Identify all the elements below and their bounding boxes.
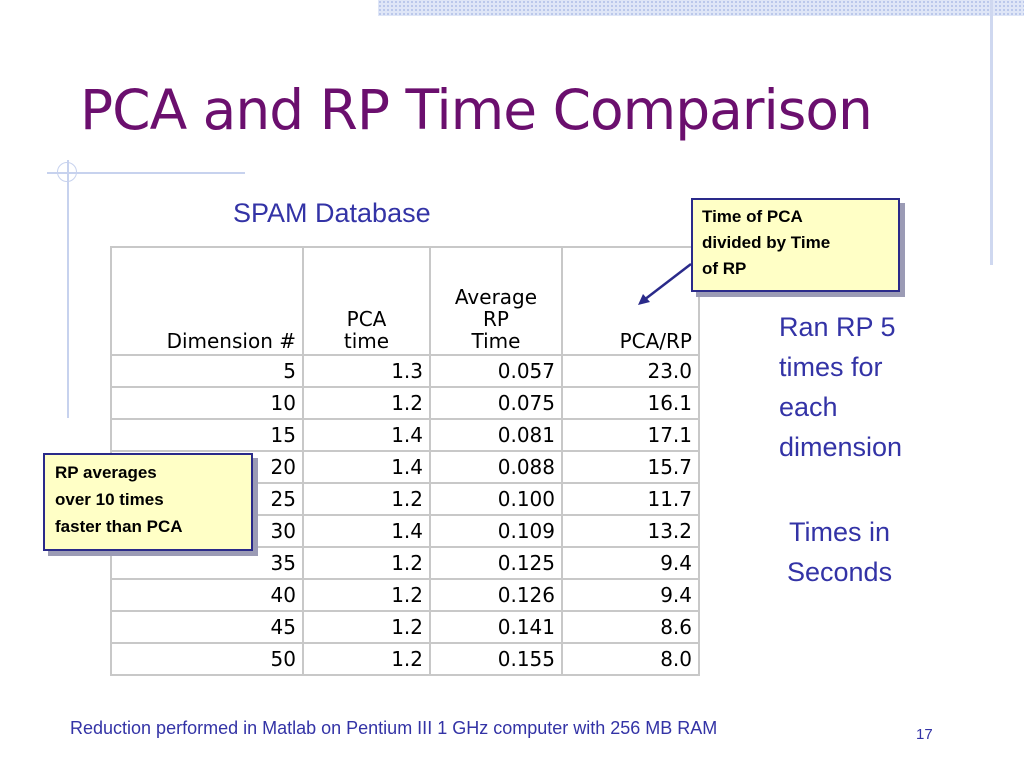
cell-pca-time: 1.4 [302, 450, 431, 484]
cell-pca-rp-ratio: 15.7 [561, 450, 700, 484]
cell-dimension: 45 [110, 610, 304, 644]
header-dimension: Dimension # [110, 246, 304, 356]
callout-pca-ratio: Time of PCA divided by Time of RP [691, 198, 900, 292]
cell-avg-rp-time: 0.100 [429, 482, 563, 516]
header-average-rp-time: Average RP Time [429, 246, 563, 356]
decorative-top-band [378, 0, 1024, 16]
slide-title: PCA and RP Time Comparison [80, 78, 873, 142]
cell-pca-time: 1.2 [302, 642, 431, 676]
cell-pca-time: 1.2 [302, 386, 431, 420]
cell-pca-rp-ratio: 23.0 [561, 354, 700, 388]
cell-dimension: 15 [110, 418, 304, 452]
decorative-left-vertical-line [67, 160, 69, 418]
cell-pca-time: 1.2 [302, 610, 431, 644]
table-body: 5 1.3 0.057 23.0 10 1.2 0.075 16.1 15 1.4 0.081 17.… [110, 354, 700, 676]
cell-pca-rp-ratio: 16.1 [561, 386, 700, 420]
decorative-right-line [990, 0, 993, 265]
cell-dimension: 5 [110, 354, 304, 388]
table-row: 5 1.3 0.057 23.0 [110, 354, 700, 388]
cell-dimension: 40 [110, 578, 304, 612]
cell-dimension: 10 [110, 386, 304, 420]
footer-note: Reduction performed in Matlab on Pentium… [70, 718, 718, 738]
table-row: 35 1.2 0.125 9.4 [110, 546, 700, 580]
note-time-units: Times in Seconds [787, 517, 893, 587]
cell-pca-time: 1.4 [302, 514, 431, 548]
cell-avg-rp-time: 0.141 [429, 610, 563, 644]
time-comparison-table: Dimension # PCA time Average RP Time PCA… [110, 246, 700, 676]
cell-pca-rp-ratio: 9.4 [561, 578, 700, 612]
cell-avg-rp-time: 0.125 [429, 546, 563, 580]
cell-avg-rp-time: 0.155 [429, 642, 563, 676]
cell-dimension: 50 [110, 642, 304, 676]
cell-pca-rp-ratio: 8.6 [561, 610, 700, 644]
table-row: 20 1.4 0.088 15.7 [110, 450, 700, 484]
cell-pca-rp-ratio: 17.1 [561, 418, 700, 452]
cell-pca-time: 1.2 [302, 546, 431, 580]
header-pca-rp-ratio: PCA/RP [561, 246, 700, 356]
cell-pca-rp-ratio: 8.0 [561, 642, 700, 676]
cell-pca-rp-ratio: 13.2 [561, 514, 700, 548]
page-number: 17 [916, 726, 933, 743]
table-row: 40 1.2 0.126 9.4 [110, 578, 700, 612]
cell-avg-rp-time: 0.057 [429, 354, 563, 388]
table-subtitle: SPAM Database [233, 198, 431, 228]
cell-avg-rp-time: 0.109 [429, 514, 563, 548]
header-pca-time: PCA time [302, 246, 431, 356]
cell-avg-rp-time: 0.075 [429, 386, 563, 420]
cell-avg-rp-time: 0.126 [429, 578, 563, 612]
cell-avg-rp-time: 0.081 [429, 418, 563, 452]
cell-pca-time: 1.2 [302, 578, 431, 612]
cell-avg-rp-time: 0.088 [429, 450, 563, 484]
decorative-circle-icon [57, 162, 77, 182]
cell-pca-rp-ratio: 11.7 [561, 482, 700, 516]
table-row: 50 1.2 0.155 8.0 [110, 642, 700, 676]
table-row: 45 1.2 0.141 8.6 [110, 610, 700, 644]
cell-pca-time: 1.2 [302, 482, 431, 516]
table-row: 15 1.4 0.081 17.1 [110, 418, 700, 452]
note-rp-runs: Ran RP 5 times for each dimension [779, 312, 903, 462]
decorative-left-horizontal-line [47, 172, 245, 174]
cell-pca-rp-ratio: 9.4 [561, 546, 700, 580]
table-row: 10 1.2 0.075 16.1 [110, 386, 700, 420]
cell-pca-time: 1.3 [302, 354, 431, 388]
cell-dimension: 35 [110, 546, 304, 580]
table-header-row: Dimension # PCA time Average RP Time PCA… [110, 246, 700, 356]
cell-pca-time: 1.4 [302, 418, 431, 452]
callout-rp-speed: RP averages over 10 times faster than PC… [43, 453, 253, 551]
